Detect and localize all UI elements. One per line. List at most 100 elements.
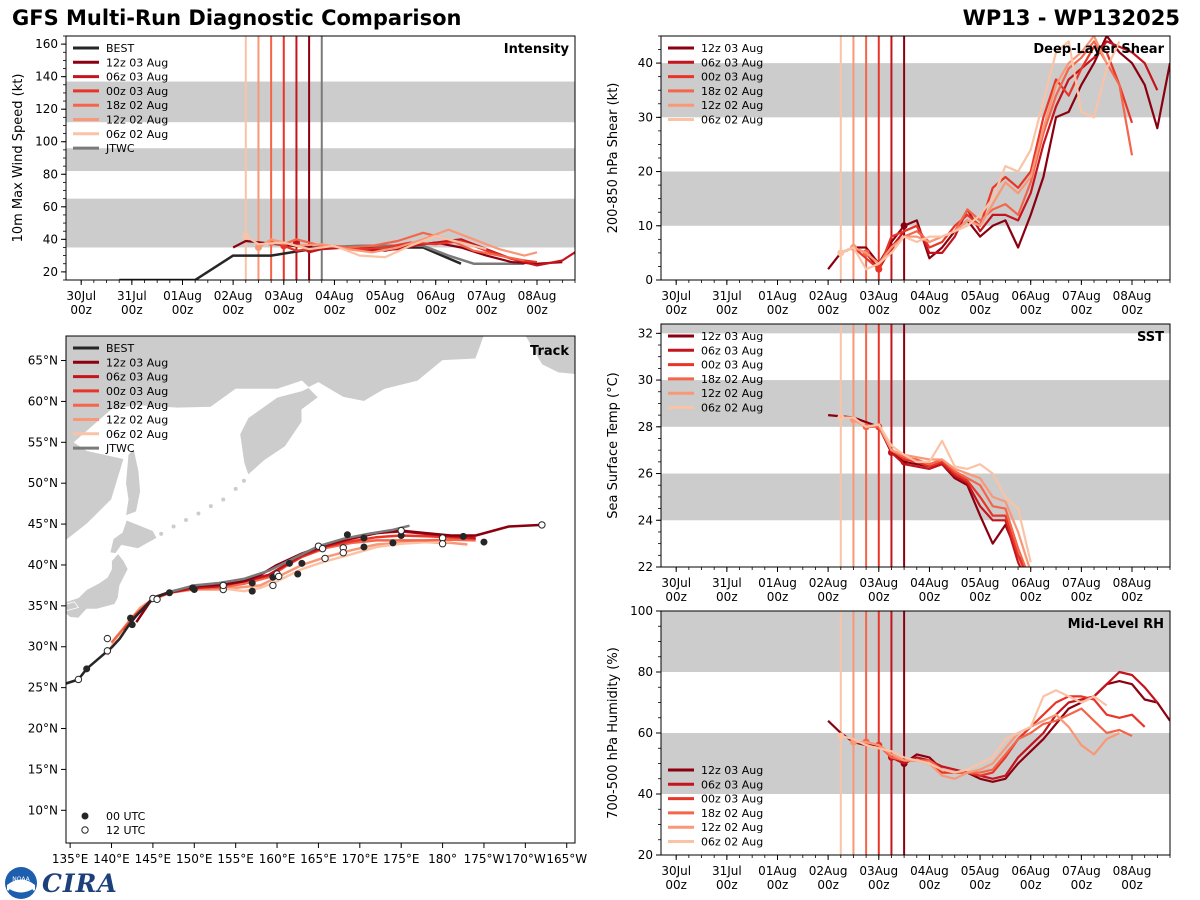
- shear-series-12z-02-aug: [840, 36, 1108, 265]
- track-xtick-label: 160°E: [259, 852, 296, 866]
- shear-xtick-label: 00z: [969, 303, 991, 317]
- sst-xtick-label: 00z: [868, 590, 890, 604]
- rh-band: [661, 611, 1170, 672]
- track-legend-label-best: BEST: [106, 342, 134, 355]
- track-xtick-label: 140°E: [93, 852, 130, 866]
- rh-xtick-label: 03Aug: [859, 864, 898, 878]
- track-dot-12utc: [269, 581, 277, 590]
- rh-xtick-label: 31Jul: [712, 864, 742, 878]
- intensity-series-18z-02-aug: [270, 231, 525, 262]
- rh-xtick-label: 00z: [919, 878, 941, 892]
- shear-ytick-label: 40: [638, 56, 653, 70]
- intensity-xtick-label: 31Jul: [117, 289, 147, 303]
- track-ytick-label: 45°N: [28, 517, 58, 531]
- land-kuril-island: [221, 497, 226, 502]
- intensity-init-dot-06z-02-aug: [242, 232, 250, 240]
- shear-series-06z-02-aug: [840, 40, 1121, 271]
- track-ytick-label: 55°N: [28, 435, 58, 449]
- shear-ytick-label: 20: [638, 165, 653, 179]
- track-ytick-label: 60°N: [28, 394, 58, 408]
- rh-panel-title: Mid-Level RH: [1068, 617, 1164, 632]
- rh-series-06z-03-aug: [890, 670, 1159, 780]
- track-series-00z-03-aug: [122, 534, 476, 632]
- shear-init-dot-12z-03-aug: [900, 222, 908, 230]
- track-ytick-label: 35°N: [28, 599, 58, 613]
- sst-legend-label-12z-02-aug: 12z 02 Aug: [701, 387, 763, 400]
- track-dot-00utc: [480, 538, 488, 546]
- track-ytick-label: 10°N: [28, 803, 58, 817]
- land-kuril-island: [241, 478, 246, 483]
- track-dot-00utc: [190, 586, 198, 593]
- intensity-xtick-label: 02Aug: [214, 289, 253, 303]
- rh-legend-label-18z-02-aug: 18z 02 Aug: [701, 807, 763, 820]
- shear-ytick-label: 30: [638, 110, 653, 124]
- intensity-xtick-label: 00z: [476, 303, 498, 317]
- rh-xtick-label: 00z: [665, 878, 687, 892]
- shear-xtick-label: 04Aug: [910, 289, 949, 303]
- track-dot-00utc: [128, 621, 136, 629]
- shear-xtick-label: 06Aug: [1011, 289, 1050, 303]
- intensity-series-06z-02-aug: [245, 235, 487, 259]
- track-dot-00utc: [165, 589, 173, 597]
- intensity-ytick-label: 120: [35, 102, 58, 116]
- rh-xtick-label: 07Aug: [1062, 864, 1101, 878]
- rh-xtick-label: 04Aug: [910, 864, 949, 878]
- track-xtick-label: 145°E: [135, 852, 172, 866]
- rh-xtick-label: 02Aug: [809, 864, 848, 878]
- sst-ytick-label: 32: [638, 326, 653, 340]
- intensity-xtick-label: 01Aug: [163, 289, 202, 303]
- intensity-xtick-label: 00z: [172, 303, 194, 317]
- land-kuril-island: [208, 504, 213, 509]
- track-dot-12utc: [397, 526, 405, 535]
- intensity-band: [66, 198, 575, 248]
- intensity-legend-label-12z-03-aug: 12z 03 Aug: [106, 56, 168, 69]
- rh-xtick-label: 00z: [1020, 878, 1042, 892]
- track-legend-12utc-label: 12 UTC: [106, 824, 146, 837]
- track-xtick-label: 165°E: [300, 852, 337, 866]
- sst-xtick-label: 00z: [817, 590, 839, 604]
- rh-legend-label-06z-02-aug: 06z 02 Aug: [701, 836, 763, 849]
- sst-frame: [660, 323, 1171, 568]
- sst-xtick-label: 00z: [1071, 590, 1093, 604]
- land-alaska: [524, 336, 575, 375]
- sst-xtick-label: 00z: [767, 590, 789, 604]
- track-xtick-label: 165°W: [546, 852, 587, 866]
- land-kuril-island: [159, 531, 164, 536]
- track-series-best: [66, 590, 170, 685]
- intensity-ylabel: 10m Max Wind Speed (kt): [11, 74, 26, 243]
- track-ytick-label: 20°N: [28, 722, 58, 736]
- sst-xtick-label: 01Aug: [758, 576, 797, 590]
- sst-xtick-label: 04Aug: [910, 576, 949, 590]
- shear-legend-label-06z-02-aug: 06z 02 Aug: [701, 114, 763, 127]
- sst-panel-title: SST: [1137, 330, 1164, 345]
- track-dot-12utc: [321, 554, 329, 563]
- track-dot-00utc: [248, 587, 256, 595]
- rh-init-dot-06z-02-aug: [837, 732, 845, 740]
- sst-series-00z-03-aug: [877, 426, 1025, 567]
- track-series-18z-02-aug: [110, 538, 476, 644]
- intensity-xtick-label: 00z: [222, 303, 244, 317]
- sst-xtick-label: 02Aug: [809, 576, 848, 590]
- noaa-badge-text: NOAA: [12, 876, 30, 883]
- sst-xtick-label: 06Aug: [1011, 576, 1050, 590]
- track-dot-00utc: [459, 532, 467, 540]
- shear-legend-label-18z-02-aug: 18z 02 Aug: [701, 85, 763, 98]
- sst-legend-label-06z-03-aug: 06z 03 Aug: [701, 344, 763, 357]
- intensity-xtick-label: 08Aug: [518, 289, 557, 303]
- track-dot-00utc: [248, 579, 256, 587]
- track-legend-label-06z-02-aug: 06z 02 Aug: [106, 428, 168, 441]
- shear-xtick-label: 31Jul: [712, 289, 742, 303]
- intensity-ytick-label: 60: [43, 200, 58, 214]
- storm-id-title: WP13 - WP132025: [962, 6, 1180, 30]
- track-dot-12utc: [538, 521, 546, 529]
- land-kii: [66, 601, 80, 612]
- shear-band: [661, 171, 1170, 226]
- shear-xtick-label: 00z: [665, 303, 687, 317]
- sst-xtick-label: 00z: [969, 590, 991, 604]
- rh-series-06z-02-aug: [840, 689, 1108, 774]
- sst-xtick-label: 08Aug: [1113, 576, 1152, 590]
- intensity-legend-label-12z-02-aug: 12z 02 Aug: [106, 114, 168, 127]
- track-ytick-label: 30°N: [28, 640, 58, 654]
- intensity-series-best: [119, 246, 462, 280]
- track-xtick-label: 170°E: [342, 852, 379, 866]
